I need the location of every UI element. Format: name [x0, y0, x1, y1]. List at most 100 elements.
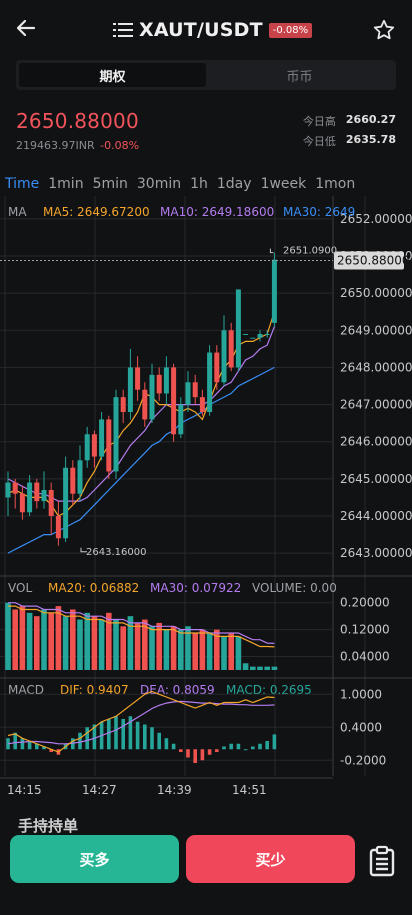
max-marker — [269, 248, 274, 254]
macd-hist-bar — [107, 719, 111, 750]
volume-bar — [228, 633, 234, 670]
macd-hist-bar — [207, 749, 212, 755]
volume-bar — [134, 622, 141, 670]
volume-bar — [55, 606, 62, 670]
tab-spot[interactable]: 币币 — [286, 69, 313, 85]
current-price-tag: 2650.88000 — [337, 253, 410, 267]
candle-body — [99, 419, 105, 457]
price-axis-label: 2644.00000 — [340, 509, 412, 523]
ma5-line — [7, 311, 275, 517]
top-bar: XAUT/USDT -0.08% — [0, 0, 412, 56]
high-value: 2660.27 — [345, 113, 396, 126]
macd-hist-bar — [78, 732, 82, 750]
macd-legend: MACD — [8, 683, 44, 697]
price-axis-label: 2648.00000 — [340, 360, 412, 374]
high-label: 今日高 — [302, 115, 336, 128]
buy-long-button[interactable]: 买多 — [10, 835, 179, 883]
min-marker — [80, 547, 87, 553]
min-price-label: 2643.16000 — [86, 547, 146, 558]
vol-ma30-legend: MA30: 0.07922 — [150, 581, 241, 595]
star-favorite-icon[interactable] — [372, 18, 396, 42]
macd-hist-bar — [164, 738, 169, 750]
macd-axis-label: 0.4000 — [340, 720, 382, 734]
candle-body — [156, 374, 162, 394]
timeframe-1min[interactable]: 1min — [48, 176, 84, 192]
max-price-label: 2651.0900 — [283, 246, 337, 257]
timeframe-time[interactable]: Time — [5, 176, 40, 192]
timeframe-5min[interactable]: 5min — [92, 176, 128, 192]
volume-bar — [70, 609, 76, 670]
current-price-tag-bg — [334, 251, 404, 270]
macd-dea-line — [7, 700, 275, 745]
candle-body — [120, 397, 126, 412]
macd-hist-bar — [200, 749, 205, 761]
timeframe-1mon[interactable]: 1mon — [315, 176, 356, 192]
stat-high: 今日高 2660.27 — [303, 113, 396, 129]
volume-bar — [206, 633, 213, 670]
candle-body — [48, 490, 54, 516]
candle-body — [5, 482, 11, 498]
candle-body — [221, 330, 227, 383]
sell-short-button[interactable]: 买少 — [186, 835, 355, 883]
timeframe-1week[interactable]: 1week — [260, 176, 307, 192]
vol-ma30-line — [8, 602, 275, 644]
macd-hist-bar — [150, 727, 154, 750]
volume-bar — [142, 619, 148, 670]
volume-bar — [199, 629, 206, 670]
timeframe-bar: Time 1min 5min 30min 1h 1day 1week 1mon — [0, 176, 359, 196]
volume-bar — [34, 616, 40, 670]
candle-body — [55, 516, 61, 539]
macd-axis-label: -0.2000 — [340, 753, 386, 767]
market-tabs: 期权 币币 — [16, 60, 396, 90]
back-arrow-icon[interactable] — [14, 16, 38, 40]
kline-chart[interactable]: 2652.000002651.000002650.000002649.00000… — [0, 196, 412, 800]
volume-bar — [26, 612, 33, 670]
macd-hist-bar — [179, 749, 183, 752]
macd-hist-bar — [114, 716, 118, 750]
macd-hist-bar — [229, 743, 233, 750]
volume-bar — [98, 619, 105, 670]
candle-body — [41, 490, 47, 502]
volume-bar — [149, 626, 155, 670]
candle-body — [34, 482, 40, 502]
timeframe-1day[interactable]: 1day — [216, 176, 252, 192]
candle-body — [171, 367, 177, 435]
timeframe-1h[interactable]: 1h — [190, 176, 208, 192]
macd-hist-bar — [265, 741, 269, 750]
volume-bar — [178, 629, 184, 670]
macd-hist-bar — [13, 732, 17, 750]
macd-hist-bar — [157, 732, 161, 750]
candle-body — [214, 352, 220, 383]
candle-body — [250, 337, 256, 339]
timeframe-30min[interactable]: 30min — [136, 176, 182, 192]
macd-hist-bar — [258, 743, 262, 750]
volume-bar — [257, 666, 263, 670]
macd-hist-bar — [42, 746, 46, 750]
menu-list-icon — [113, 23, 133, 37]
low-label: 今日低 — [302, 135, 336, 148]
candle-body — [127, 367, 133, 412]
macd-axis-label: 1.0000 — [340, 687, 382, 701]
volume-bar — [221, 636, 227, 670]
volume-bar — [120, 626, 126, 670]
candle-body — [185, 382, 191, 405]
volume-bar — [214, 629, 220, 670]
tab-options[interactable]: 期权 — [19, 63, 206, 87]
price-axis-label: 2649.00000 — [340, 323, 412, 337]
pair-selector[interactable]: XAUT/USDT -0.08% — [113, 18, 313, 42]
candle-body — [257, 334, 263, 338]
candle-body — [19, 493, 25, 513]
price-axis-label: 2646.00000 — [340, 435, 412, 449]
candle-body — [199, 397, 205, 412]
inr-price: 219463.97INR — [16, 139, 95, 152]
macd-hist-bar — [35, 743, 39, 750]
macd-hist-bar — [85, 727, 89, 750]
price-axis-label: 2643.00000 — [340, 546, 412, 560]
candle-body — [113, 397, 119, 472]
time-axis-label: 14:27 — [82, 783, 117, 797]
candle-body — [192, 382, 198, 398]
clipboard-orders-icon[interactable] — [366, 845, 398, 877]
volume-bar — [91, 616, 98, 670]
volume-bar — [250, 666, 256, 670]
volume-bar — [235, 636, 242, 670]
